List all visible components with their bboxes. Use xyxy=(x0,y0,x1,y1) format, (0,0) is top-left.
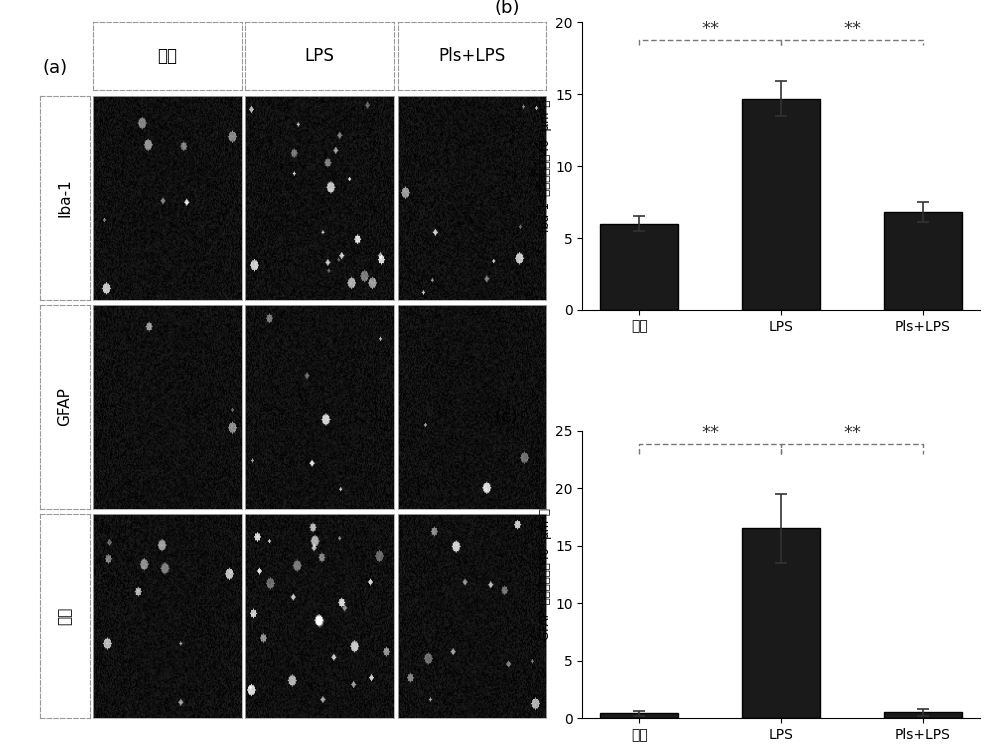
Text: LPS: LPS xyxy=(305,47,335,66)
Text: 盐水: 盐水 xyxy=(157,47,177,66)
Bar xyxy=(600,714,678,718)
Bar xyxy=(600,224,678,310)
Text: (a): (a) xyxy=(42,59,68,77)
Bar xyxy=(884,712,962,718)
Y-axis label: GFAP⁺细胞（细胞／40³ μm²）: GFAP⁺细胞（细胞／40³ μm²） xyxy=(539,509,552,640)
Text: **: ** xyxy=(843,20,861,38)
Y-axis label: Iba-1⁺细胞（细胞／40³ μm²）: Iba-1⁺细胞（细胞／40³ μm²） xyxy=(539,100,552,233)
Text: Pls+LPS: Pls+LPS xyxy=(438,47,506,66)
Text: (b): (b) xyxy=(495,0,520,17)
Bar xyxy=(884,212,962,310)
Bar xyxy=(742,99,820,310)
Text: Iba-1: Iba-1 xyxy=(57,178,72,217)
Text: **: ** xyxy=(701,424,719,442)
Text: **: ** xyxy=(843,424,861,442)
Text: (c): (c) xyxy=(495,408,519,426)
Text: **: ** xyxy=(701,20,719,38)
Text: GFAP: GFAP xyxy=(57,387,72,426)
Text: 合并: 合并 xyxy=(57,607,72,625)
Bar xyxy=(742,528,820,718)
